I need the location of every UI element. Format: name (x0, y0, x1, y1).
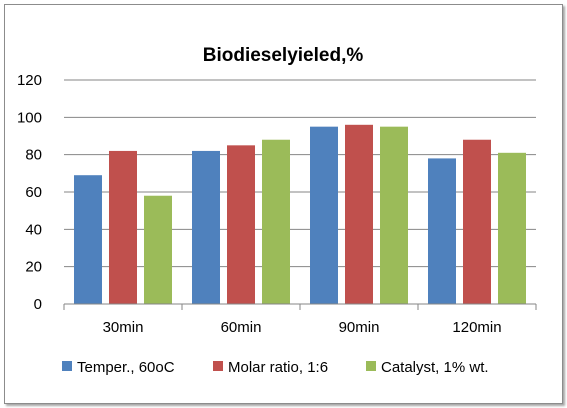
bar-90min-2 (345, 124, 373, 304)
y-axis-ticks: 0 20 40 60 80 100 120 (17, 72, 42, 313)
bar-30min-3 (144, 195, 172, 304)
y-tick-label: 80 (25, 147, 42, 164)
bar-120min-2 (463, 139, 491, 304)
gridlines (64, 79, 536, 268)
y-tick-label: 100 (17, 109, 42, 126)
legend-label: Molar ratio, 1:6 (228, 359, 328, 376)
chart-title: Biodieselyieled,% (203, 45, 364, 66)
x-tick-label: 30min (103, 319, 144, 336)
bars (74, 124, 526, 305)
legend-swatch (62, 361, 72, 371)
legend-label: Temper., 60oC (77, 359, 175, 376)
bar-120min-1 (428, 158, 456, 304)
x-tick-label: 60min (221, 319, 262, 336)
bar-90min-1 (310, 126, 338, 305)
legend-swatch (213, 361, 223, 371)
x-axis (63, 303, 537, 310)
y-tick-label: 40 (25, 221, 42, 238)
legend-swatch (366, 361, 376, 371)
y-tick-label: 0 (34, 296, 42, 313)
y-tick-label: 120 (17, 72, 42, 89)
x-tick-label: 120min (452, 319, 501, 336)
bar-60min-2 (227, 145, 255, 304)
legend: Temper., 60oC Molar ratio, 1:6 Catalyst, 1… (62, 359, 489, 376)
bar-60min-3 (262, 139, 290, 304)
x-axis-ticks: 30min 60min 90min 120min (103, 319, 502, 336)
bar-120min-3 (498, 152, 526, 304)
bar-90min-3 (380, 126, 408, 305)
y-tick-label: 20 (25, 259, 42, 276)
legend-label: Catalyst, 1% wt. (381, 359, 489, 376)
x-tick-label: 90min (339, 319, 380, 336)
bar-30min-1 (74, 175, 102, 304)
y-tick-label: 60 (25, 184, 42, 201)
bar-30min-2 (109, 150, 137, 304)
bar-60min-1 (192, 150, 220, 304)
